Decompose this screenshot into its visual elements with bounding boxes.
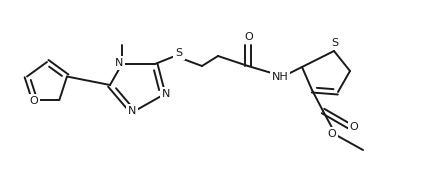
Text: S: S: [331, 38, 339, 48]
Text: N: N: [128, 106, 136, 116]
Text: N: N: [115, 58, 123, 68]
Text: NH: NH: [272, 72, 288, 82]
Text: O: O: [327, 129, 337, 139]
Text: O: O: [245, 32, 253, 42]
Text: O: O: [350, 122, 358, 132]
Text: N: N: [162, 89, 170, 99]
Text: S: S: [175, 48, 183, 58]
Text: O: O: [29, 96, 38, 106]
